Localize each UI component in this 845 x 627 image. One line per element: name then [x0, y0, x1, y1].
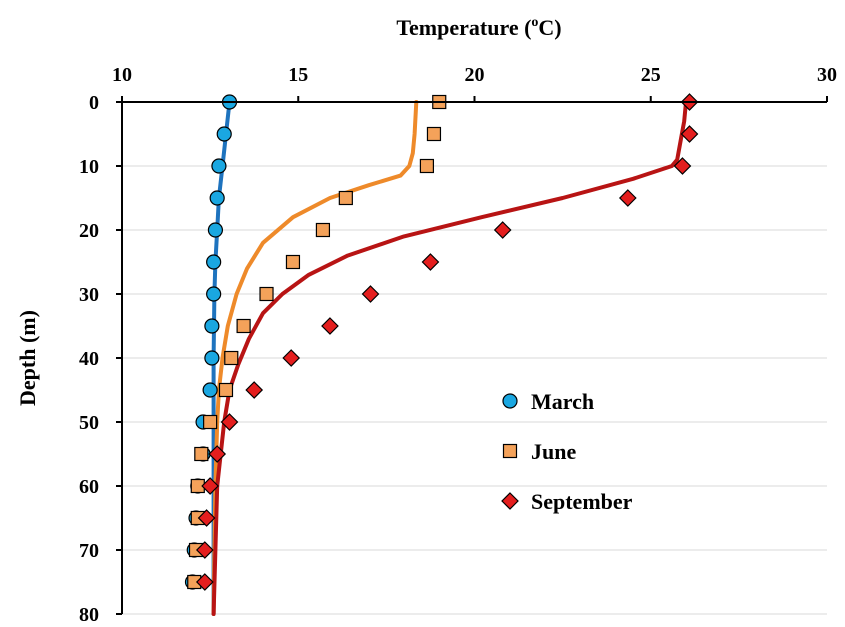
- september-point: [195, 573, 214, 591]
- september-point: [680, 125, 699, 143]
- march-point: [209, 190, 225, 206]
- september-point: [197, 509, 216, 527]
- september-point: [201, 477, 219, 495]
- legend-label-june: June: [531, 439, 576, 464]
- legend-marker-june: [502, 443, 518, 459]
- september-point: [245, 381, 264, 399]
- june-point: [259, 286, 274, 302]
- march-point: [206, 254, 222, 270]
- x-tick-label-10: 10: [112, 64, 132, 86]
- legend-label-march: March: [531, 389, 594, 414]
- september-point: [618, 189, 637, 207]
- june-point: [224, 350, 239, 366]
- june-point: [338, 190, 353, 206]
- x-tick-label-25: 25: [641, 64, 661, 86]
- x-axis-title: Temperature (oC): [396, 15, 561, 40]
- september-point: [321, 317, 339, 335]
- march-point: [202, 382, 218, 398]
- legend: March June September: [501, 389, 633, 514]
- march-point: [204, 350, 220, 366]
- june-point: [426, 126, 442, 142]
- september-point: [282, 349, 301, 367]
- march-point: [206, 286, 222, 302]
- x-tick-label-20: 20: [465, 64, 485, 86]
- march-point: [211, 158, 227, 174]
- september-point: [220, 413, 239, 431]
- legend-marker-march: [502, 393, 518, 409]
- march-point: [204, 318, 220, 334]
- data-points: [184, 93, 699, 591]
- june-point: [236, 318, 251, 334]
- june-point: [203, 414, 218, 430]
- june-point: [194, 446, 209, 462]
- y-tick-label-50: 50: [79, 412, 99, 434]
- y-tick-label-40: 40: [79, 348, 99, 370]
- model-line-2: [211, 100, 419, 616]
- y-axis-title: Depth (m): [15, 310, 40, 406]
- march-point: [216, 126, 232, 142]
- y-tick-label-20: 20: [79, 220, 99, 242]
- september-point: [421, 253, 440, 271]
- march-point: [207, 222, 224, 238]
- y-tick-label-0: 0: [89, 92, 99, 114]
- y-tick-label-80: 80: [79, 604, 99, 626]
- x-tick-label-30: 30: [817, 64, 837, 86]
- x-tick-label-15: 15: [288, 64, 308, 86]
- june-point: [285, 254, 301, 270]
- legend-marker-september: [501, 492, 519, 510]
- september-point: [195, 541, 214, 559]
- september-point: [493, 221, 512, 239]
- y-tick-label-30: 30: [79, 284, 99, 306]
- model-line-3: [211, 100, 688, 616]
- y-tick-label-70: 70: [79, 540, 99, 562]
- legend-label-september: September: [531, 489, 633, 514]
- axes: 10 15 20 25 30 0 10 20 30 40 50 60 70 80: [79, 64, 837, 626]
- y-tick-label-10: 10: [79, 156, 99, 178]
- september-point: [208, 445, 227, 463]
- june-point: [419, 158, 435, 174]
- june-point: [218, 382, 234, 398]
- june-point: [315, 222, 331, 238]
- september-point: [361, 285, 380, 303]
- y-tick-label-60: 60: [79, 476, 99, 498]
- september-point: [673, 157, 692, 175]
